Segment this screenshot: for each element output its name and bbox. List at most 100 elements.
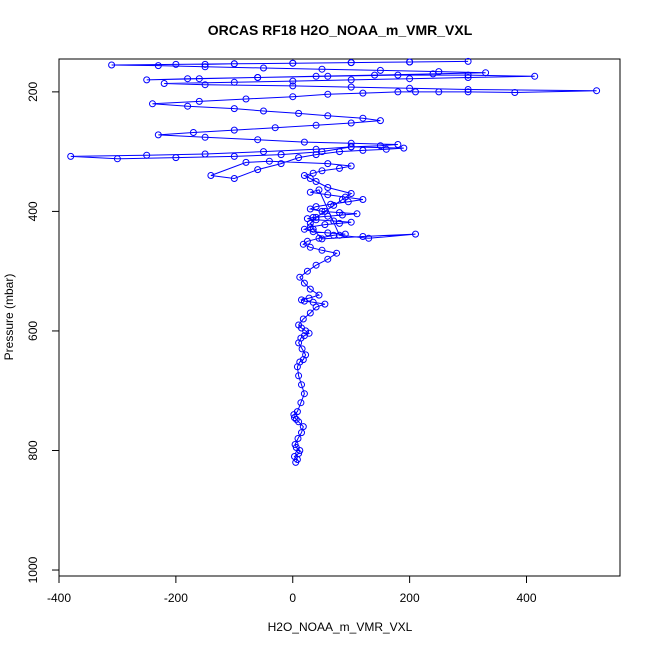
data-point [154, 131, 162, 139]
data-point [201, 133, 209, 141]
data-point [359, 196, 367, 203]
data-point [242, 95, 250, 103]
data-point [306, 309, 314, 317]
data-point [324, 112, 332, 120]
data-point [324, 191, 332, 199]
data-point [482, 69, 490, 77]
data-point [464, 71, 472, 79]
data-point [154, 62, 162, 70]
data-point [149, 100, 156, 108]
y-tick-label: 800 [26, 440, 40, 460]
data-point [295, 321, 303, 329]
data-point [315, 186, 323, 194]
data-point [230, 152, 238, 160]
data-point [207, 172, 215, 179]
data-point [143, 151, 151, 159]
data-point [67, 152, 75, 160]
data-point [312, 72, 320, 80]
data-point [464, 86, 472, 93]
data-point [306, 188, 314, 196]
data-point [359, 114, 367, 122]
data-point [306, 205, 314, 213]
data-point [230, 60, 238, 68]
data-point [347, 139, 355, 147]
y-tick-label: 400 [26, 201, 40, 221]
data-point [330, 201, 338, 209]
data-point [289, 93, 297, 101]
data-point [359, 146, 367, 154]
x-tick-label: 200 [400, 591, 420, 605]
data-point [306, 175, 314, 182]
data-point [321, 221, 329, 229]
data-point [376, 66, 384, 74]
data-point [184, 102, 192, 110]
data-point [412, 88, 419, 96]
data-point [464, 57, 472, 65]
x-tick-label: -400 [47, 591, 71, 605]
data-point [160, 80, 168, 87]
data-point [294, 435, 302, 442]
data-point [289, 59, 297, 67]
data-point [309, 169, 317, 177]
series-line [70, 60, 597, 463]
data-point [376, 142, 384, 150]
data-point [300, 172, 308, 179]
data-point [312, 121, 320, 129]
y-tick-label: 600 [26, 321, 40, 341]
data-point [242, 158, 250, 166]
data-point [336, 231, 343, 239]
data-point [330, 217, 338, 225]
data-point [347, 218, 355, 226]
data-point [300, 390, 308, 398]
data-point [201, 81, 209, 89]
data-point [347, 83, 355, 91]
data-point [347, 59, 355, 67]
data-point [336, 148, 343, 156]
data-point [265, 157, 273, 165]
data-point [353, 210, 361, 218]
data-point [315, 291, 323, 299]
data-point [406, 75, 414, 83]
data-point [336, 219, 343, 227]
data-point [300, 225, 308, 233]
data-point [312, 145, 320, 153]
data-point [254, 136, 262, 144]
y-tick-label: 1000 [26, 556, 40, 583]
data-point [201, 150, 209, 158]
data-point [230, 126, 238, 134]
x-axis-label: H2O_NOAA_m_VMR_VXL [268, 620, 413, 634]
data-point [382, 145, 390, 153]
data-point [230, 175, 238, 182]
data-point [338, 196, 346, 203]
data-point [297, 399, 305, 407]
data-point [324, 72, 332, 80]
x-tick-label: 0 [289, 591, 296, 605]
data-point [295, 372, 303, 380]
data-point [318, 246, 326, 254]
data-point [318, 167, 326, 175]
data-point [318, 207, 326, 215]
data-point [394, 141, 402, 148]
data-point [293, 408, 301, 416]
data-point [299, 315, 307, 323]
data-point [189, 129, 197, 136]
data-point [464, 88, 472, 96]
plot-frame [58, 58, 621, 577]
y-axis: 200 400 600 800 1000 [26, 82, 60, 583]
data-point [359, 89, 367, 97]
data-point [347, 76, 355, 84]
data-point [295, 154, 303, 162]
data-point [260, 148, 267, 156]
data-point [318, 148, 326, 156]
data-point [230, 78, 238, 86]
data-point [260, 107, 267, 115]
data-point [277, 160, 285, 168]
data-point [291, 414, 298, 422]
data-point [113, 155, 121, 163]
data-point [296, 273, 304, 281]
data-point [289, 82, 297, 90]
data-point [324, 160, 332, 168]
y-axis-label: Pressure (mbar) [2, 274, 16, 361]
data-point [305, 329, 313, 337]
data-point [299, 423, 307, 431]
